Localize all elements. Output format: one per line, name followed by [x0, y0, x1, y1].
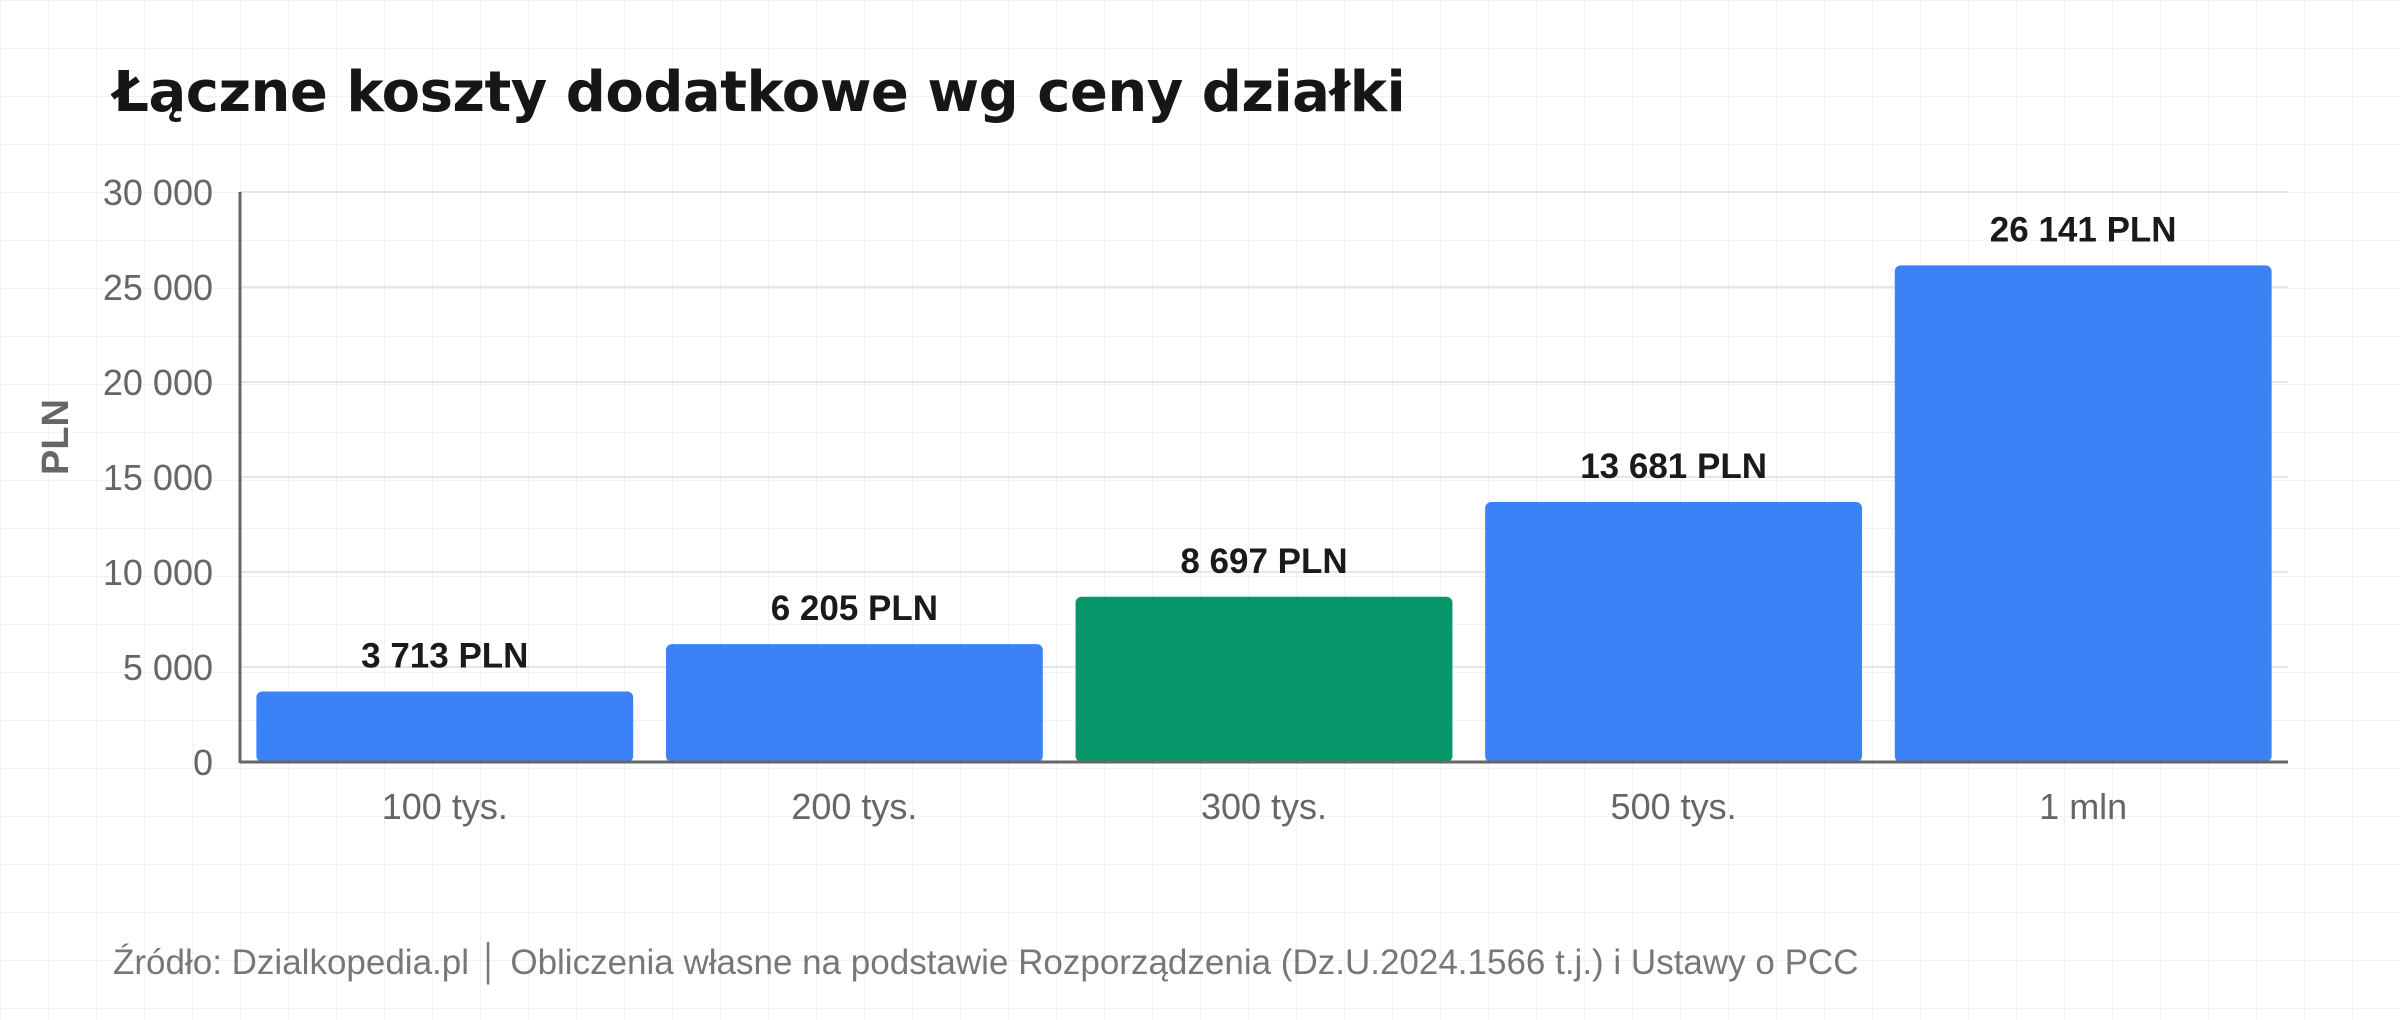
bar — [1485, 502, 1863, 762]
x-tick-label: 100 tys. — [382, 786, 508, 827]
y-axis-title: PLN — [35, 399, 77, 475]
y-tick-label: 25 000 — [103, 267, 213, 308]
x-tick-label: 1 mln — [2039, 786, 2127, 827]
x-tick-label: 500 tys. — [1611, 786, 1737, 827]
x-tick-label: 200 tys. — [791, 786, 917, 827]
bar-value-label: 13 681 PLN — [1580, 447, 1767, 486]
bar — [1894, 265, 2272, 762]
x-tick-label: 300 tys. — [1201, 786, 1327, 827]
chart-title: Łączne koszty dodatkowe wg ceny działki — [113, 60, 1406, 125]
source-note: Źródło: Dzialkopedia.pl │ Obliczenia wła… — [113, 943, 1859, 982]
y-tick-label: 5 000 — [123, 647, 213, 688]
axes — [238, 192, 2288, 764]
bar-value-label: 6 205 PLN — [771, 589, 938, 628]
gridlines — [240, 191, 2288, 668]
labels: 0 5 000 10 000 15 000 20 000 25 000 30 000 3 71… — [103, 172, 2177, 827]
y-tick-label: 15 000 — [103, 457, 213, 498]
y-tick-label: 20 000 — [103, 362, 213, 403]
y-tick-label: 0 — [193, 742, 213, 783]
bar — [665, 644, 1043, 762]
bar-value-label: 3 713 PLN — [361, 636, 528, 675]
y-tick-label: 10 000 — [103, 552, 213, 593]
bar-value-label: 26 141 PLN — [1990, 210, 2177, 249]
bar — [256, 691, 634, 762]
bar — [1075, 596, 1453, 762]
bars — [256, 265, 2272, 762]
y-tick-label: 30 000 — [103, 172, 213, 213]
bar-value-label: 8 697 PLN — [1180, 542, 1347, 581]
